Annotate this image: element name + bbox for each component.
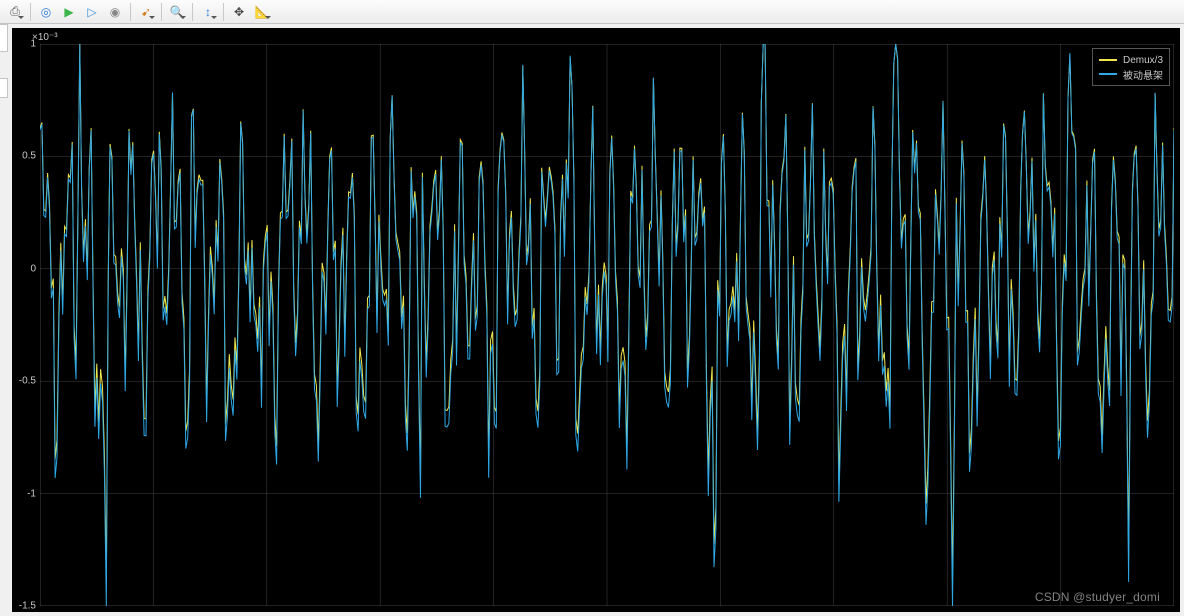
play-outline-icon-glyph: ▷ <box>87 5 96 19</box>
target-icon[interactable]: ◎ <box>35 2 57 22</box>
measure-icon[interactable]: 📐 <box>251 2 273 22</box>
legend-item: Demux/3 <box>1099 53 1163 67</box>
y-tick-label: 0 <box>14 263 36 274</box>
dropdown-arrow-icon <box>149 16 155 19</box>
play-outline-icon[interactable]: ▷ <box>81 2 103 22</box>
legend-label: Demux/3 <box>1123 55 1163 66</box>
toolbar-separator <box>192 3 193 21</box>
y-tick-label: 1 <box>14 39 36 50</box>
dropdown-arrow-icon <box>265 16 271 19</box>
y-tick-label: 0.5 <box>14 151 36 162</box>
legend-label: 被动悬架 <box>1123 67 1163 82</box>
legend-item: 被动悬架 <box>1099 67 1163 81</box>
panel-stub[interactable] <box>0 24 8 52</box>
dropdown-arrow-icon <box>180 16 186 19</box>
legend: Demux/3被动悬架 <box>1092 48 1170 86</box>
stop-icon-glyph: ◉ <box>110 5 120 19</box>
print-icon[interactable]: ⎙ <box>4 2 26 22</box>
toolbar-separator <box>30 3 31 21</box>
cursor-icon-glyph: ✥ <box>234 5 244 19</box>
y-tick-label: -1.5 <box>14 601 36 612</box>
y-tick-label: -0.5 <box>14 376 36 387</box>
plot-area[interactable]: -1.5-1-0.500.51 Demux/3被动悬架 <box>40 44 1174 606</box>
target-icon-glyph: ◎ <box>41 5 51 19</box>
cursor-icon[interactable]: ✥ <box>228 2 250 22</box>
toolbar: ⎙ ◎ ▶ ▷ ◉ ➹ 🔍 ↕ ✥ 📐 <box>0 0 1184 24</box>
autoscale-icon[interactable]: ↕ <box>197 2 219 22</box>
dropdown-arrow-icon <box>211 16 217 19</box>
toolbar-separator <box>161 3 162 21</box>
left-panel-stubs <box>0 24 10 102</box>
legend-swatch <box>1099 59 1117 61</box>
zoom-icon[interactable]: 🔍 <box>166 2 188 22</box>
step-forward-icon[interactable]: ➹ <box>135 2 157 22</box>
dropdown-arrow-icon <box>18 16 24 19</box>
y-tick-label: -1 <box>14 488 36 499</box>
panel-stub[interactable] <box>0 78 8 98</box>
play-icon-glyph: ▶ <box>64 5 73 19</box>
toolbar-separator <box>223 3 224 21</box>
watermark: CSDN @studyer_domi <box>1035 590 1160 604</box>
legend-swatch <box>1099 73 1117 75</box>
scope-figure: ×10⁻³ -1.5-1-0.500.51 Demux/3被动悬架 CSDN @… <box>12 28 1180 612</box>
play-icon[interactable]: ▶ <box>58 2 80 22</box>
toolbar-separator <box>130 3 131 21</box>
stop-icon[interactable]: ◉ <box>104 2 126 22</box>
